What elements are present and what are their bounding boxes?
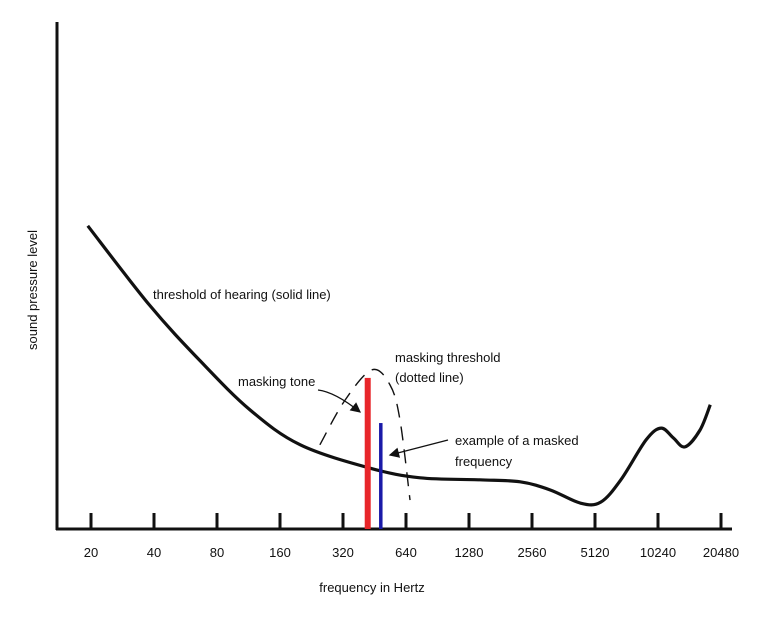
x-tick-label: 640	[395, 545, 417, 560]
x-tick-label: 2560	[518, 545, 547, 560]
x-tick-label: 1280	[455, 545, 484, 560]
annotation-threshold: threshold of hearing (solid line)	[153, 287, 331, 302]
x-axis-label: frequency in Hertz	[319, 580, 425, 595]
x-tick-label: 10240	[640, 545, 676, 560]
masking-tone-arrow	[317, 389, 362, 413]
masking-tone-bar	[364, 377, 371, 529]
x-tick-label: 20480	[703, 545, 739, 560]
x-tick-label: 160	[269, 545, 291, 560]
annotation-masking-tone: masking tone	[238, 374, 315, 389]
masking-threshold-line	[319, 368, 411, 501]
x-tick-label: 320	[332, 545, 354, 560]
annotation-masking-threshold-2: (dotted line)	[395, 370, 464, 385]
axes	[55, 22, 732, 531]
masked-frequency-arrow	[388, 439, 449, 458]
y-axis-label: sound pressure level	[25, 230, 40, 350]
x-tick-label: 40	[147, 545, 161, 560]
annotation-masked-1: example of a masked	[455, 433, 579, 448]
annotation-masking-threshold-1: masking threshold	[395, 350, 501, 365]
x-tick-label: 5120	[581, 545, 610, 560]
annotation-masked-2: frequency	[455, 454, 513, 469]
threshold-of-hearing-line	[86, 224, 712, 507]
x-tick-label: 20	[84, 545, 98, 560]
x-tick-label: 80	[210, 545, 224, 560]
masked-frequency-bar	[379, 423, 383, 529]
